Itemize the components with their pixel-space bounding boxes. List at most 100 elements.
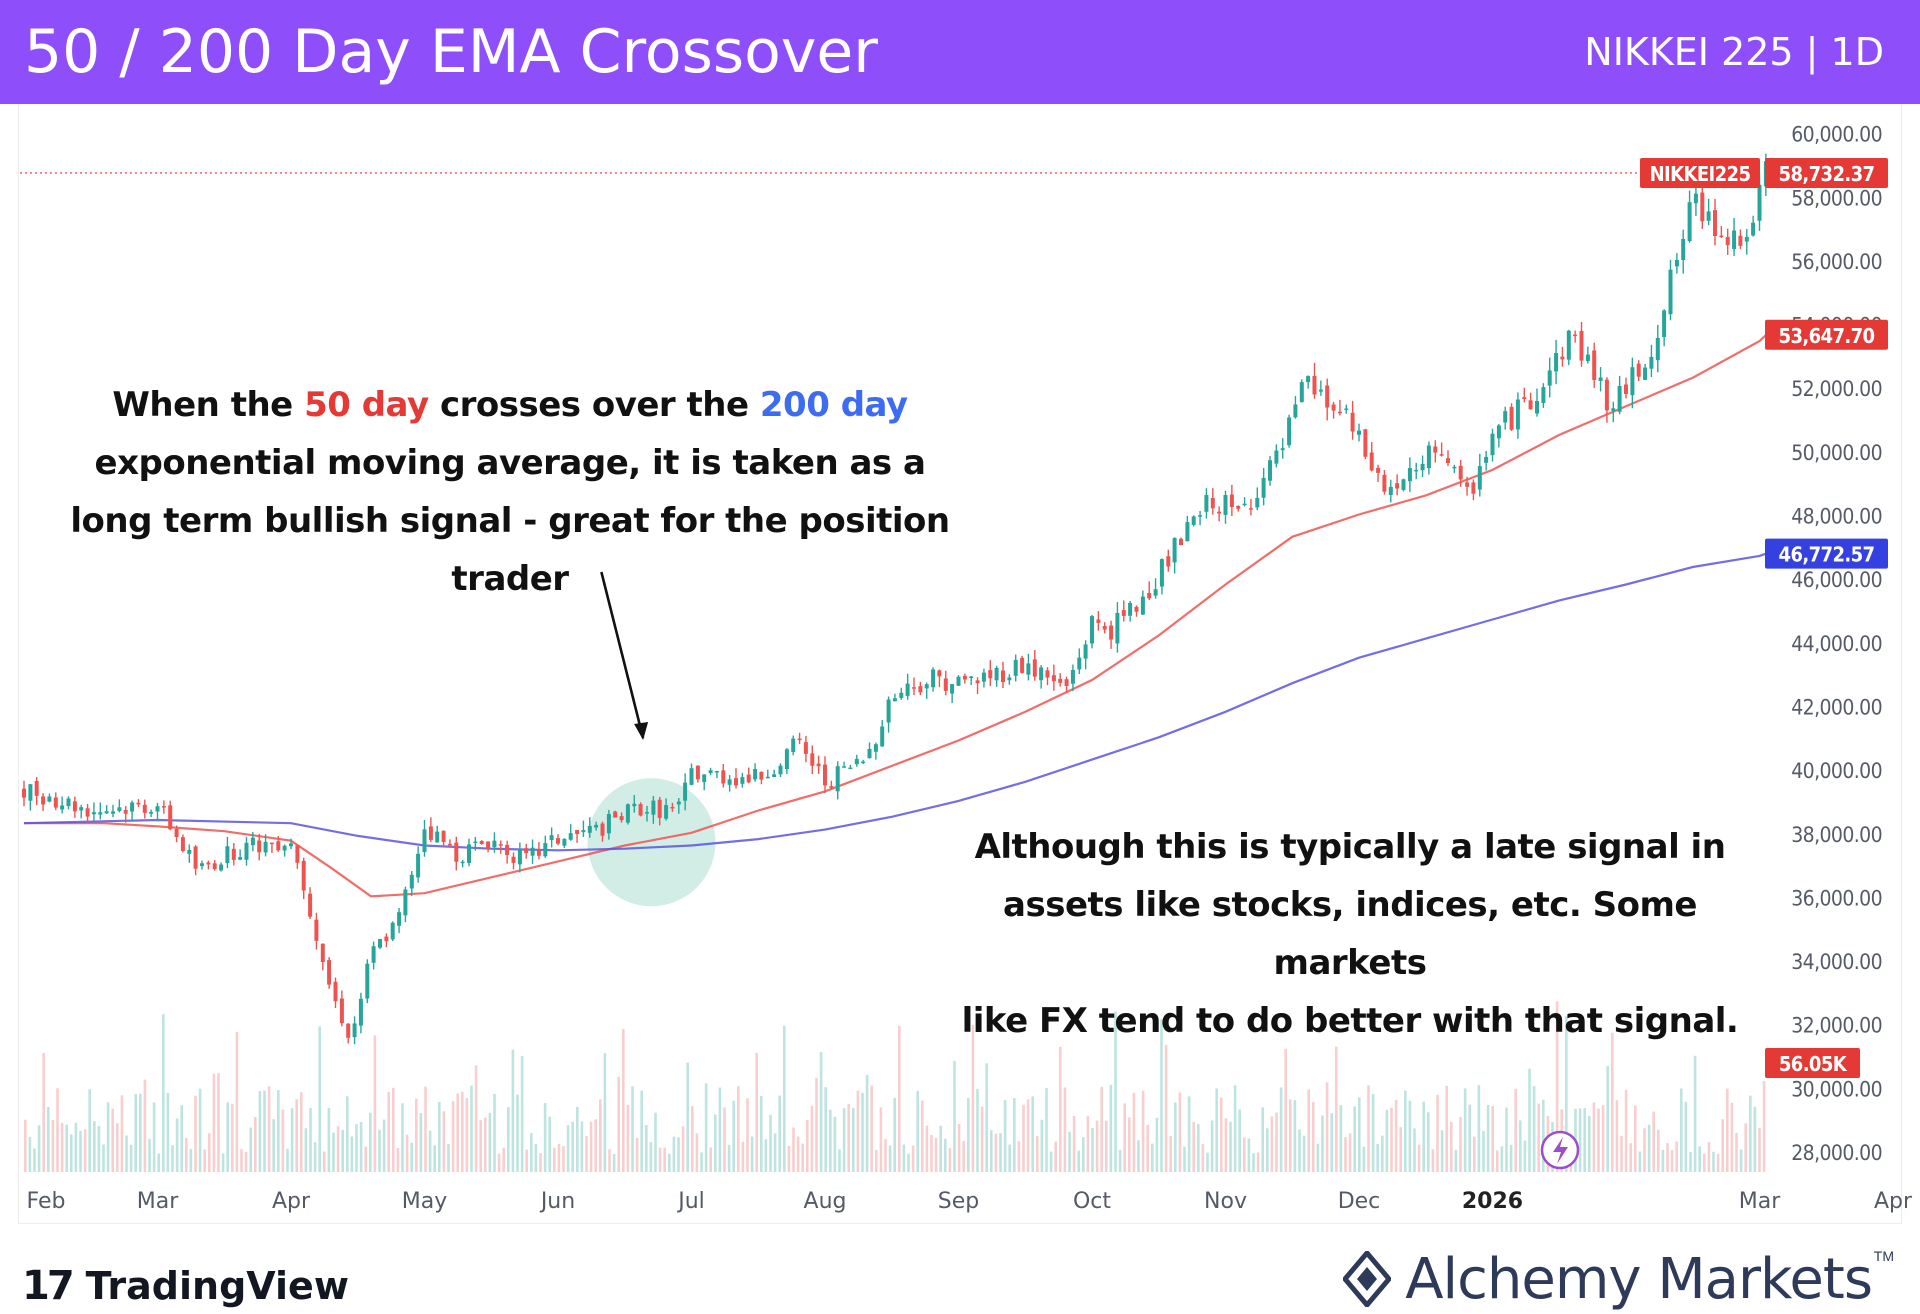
candle-body <box>295 845 300 863</box>
tradingview-logo[interactable]: 17 TradingView <box>22 1258 349 1314</box>
volume-bar <box>856 1090 860 1172</box>
volume-bar <box>599 1099 602 1172</box>
volume-bar <box>1404 1090 1407 1172</box>
volume-bar <box>1749 1095 1752 1172</box>
volume-bar <box>1270 1116 1274 1172</box>
volume-bar <box>1703 1153 1706 1172</box>
volume-bar <box>318 1026 321 1172</box>
volume-bar <box>525 1149 528 1172</box>
volume-bar <box>1376 1144 1379 1172</box>
volume-bar <box>898 1026 901 1172</box>
volume-bar <box>355 1124 358 1172</box>
volume-bar <box>787 1146 791 1172</box>
volume-bar <box>1643 1128 1646 1172</box>
volume-bar <box>456 1093 459 1172</box>
candle-body <box>1484 456 1489 463</box>
candle-body <box>378 939 382 948</box>
candle-body <box>1020 657 1025 673</box>
candle-body <box>1077 657 1082 670</box>
x-tick-label: Dec <box>1338 1189 1381 1214</box>
volume-bar <box>884 1139 887 1172</box>
volume-bar <box>1095 1120 1099 1172</box>
volume-bar <box>502 1147 505 1172</box>
volume-bar <box>1040 1119 1044 1172</box>
volume-bar <box>980 1106 984 1172</box>
candle-body <box>473 841 478 844</box>
volume-bar <box>571 1121 574 1172</box>
annotation-crossover-note: When the 50 day crosses over the 200 day… <box>40 376 980 608</box>
tradingview-wordmark: TradingView <box>85 1264 349 1308</box>
candle-body <box>1058 678 1063 683</box>
candle-body <box>187 850 192 854</box>
candle-body <box>1401 479 1406 490</box>
volume-bar <box>1045 1088 1048 1172</box>
volume-bar <box>1477 1085 1481 1172</box>
volume-bar <box>1744 1123 1747 1172</box>
volume-bar <box>419 1113 423 1172</box>
volume-bar <box>921 1100 924 1172</box>
candle-body <box>327 960 332 985</box>
candle-body <box>1554 353 1559 372</box>
candle-body <box>1687 202 1692 242</box>
volume-bar <box>1279 1087 1283 1172</box>
volume-bar <box>42 1053 45 1172</box>
alchemy-markets-logo[interactable]: Alchemy Markets TM <box>1343 1244 1894 1314</box>
volume-bar <box>272 1119 275 1172</box>
candle-body <box>308 893 313 917</box>
volume-bar <box>948 1148 952 1172</box>
trademark-symbol: TM <box>1873 1248 1894 1264</box>
candle-body <box>1128 603 1133 616</box>
volume-bar <box>663 1147 666 1172</box>
candle-body <box>263 841 268 853</box>
volume-bar <box>1105 1120 1108 1172</box>
candle-body <box>962 675 967 680</box>
candle-body <box>842 766 847 768</box>
volume-bar <box>424 1086 427 1172</box>
volume-bar <box>1054 1141 1057 1172</box>
volume-bar <box>700 1152 703 1172</box>
candle-body <box>22 788 26 798</box>
candle-body <box>651 800 656 815</box>
volume-bar <box>208 1133 211 1172</box>
volume-bar <box>562 1146 565 1172</box>
volume-bar <box>833 1116 837 1172</box>
candle-body <box>1217 511 1222 514</box>
candle-body <box>66 798 71 807</box>
price-chart[interactable]: 28,000.00 30,000.00 32,000.00 34,000.00 36,0… <box>0 0 1920 1240</box>
candle-body <box>460 861 465 864</box>
candle-body <box>848 767 853 770</box>
candle-body <box>1007 677 1012 681</box>
volume-bar <box>769 1114 772 1172</box>
candle-body <box>505 844 510 856</box>
candle-body <box>1541 387 1546 403</box>
candle-body <box>1446 458 1450 463</box>
volume-bar <box>1684 1101 1688 1172</box>
candle-body <box>1147 593 1152 599</box>
volume-bar <box>286 1148 289 1172</box>
candle-body <box>511 856 516 863</box>
volume-bar <box>474 1065 478 1172</box>
candle-body <box>1274 450 1279 464</box>
candle-body <box>358 998 363 1026</box>
annotation-line-3: long term bullish signal - great for the… <box>70 501 950 599</box>
candle-body <box>492 840 497 848</box>
volume-tag: 56.05K <box>1779 1052 1848 1076</box>
volume-bar <box>143 1079 147 1172</box>
tradingview-mark-icon: 17 <box>22 1263 75 1309</box>
volume-bar <box>1532 1086 1536 1172</box>
volume-bar <box>1399 1127 1402 1172</box>
annotation-arrow-line <box>600 571 645 739</box>
candle-body <box>530 847 535 856</box>
volume-bar <box>410 1142 413 1172</box>
candle-body <box>587 826 592 833</box>
candle-body <box>219 864 224 871</box>
candle-body <box>1674 260 1679 267</box>
x-tick-label: Mar <box>1739 1189 1781 1214</box>
candle-body <box>606 814 611 834</box>
volume-bar <box>350 1136 354 1172</box>
volume-bar <box>336 1126 340 1172</box>
volume-bar <box>1017 1141 1021 1172</box>
candle-body <box>581 830 586 833</box>
volume-bar <box>277 1090 280 1172</box>
candle-body <box>1032 659 1037 677</box>
